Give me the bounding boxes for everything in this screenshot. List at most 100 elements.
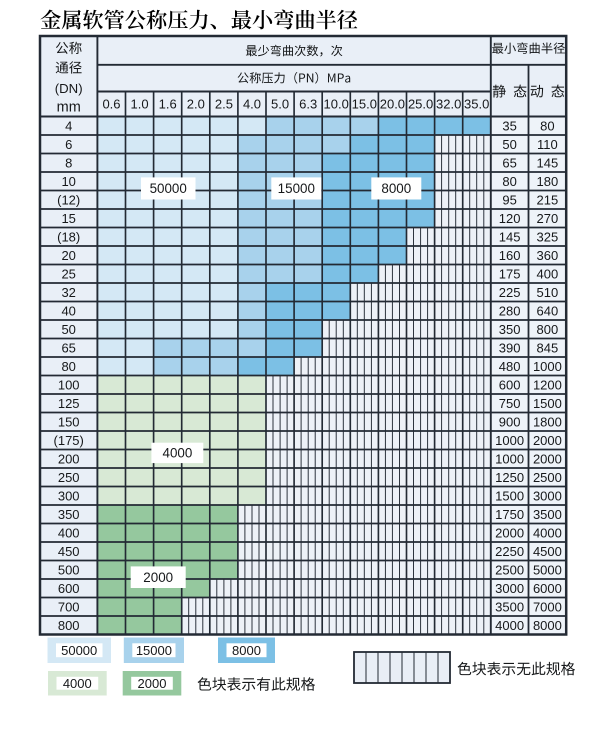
svg-text:80: 80 [502, 174, 516, 189]
svg-text:8000: 8000 [232, 643, 261, 658]
svg-text:100: 100 [58, 377, 80, 392]
svg-text:175: 175 [499, 266, 521, 281]
svg-text:400: 400 [58, 525, 80, 540]
svg-text:110: 110 [537, 137, 558, 152]
svg-text:150: 150 [58, 414, 80, 429]
svg-text:35: 35 [502, 118, 516, 133]
svg-text:20: 20 [61, 248, 75, 263]
svg-text:2000: 2000 [533, 451, 562, 466]
svg-text:350: 350 [499, 322, 521, 337]
svg-text:845: 845 [537, 340, 559, 355]
svg-text:1500: 1500 [495, 488, 524, 503]
svg-text:350: 350 [58, 507, 80, 522]
svg-text:65: 65 [502, 155, 516, 170]
svg-text:700: 700 [58, 599, 80, 614]
svg-text:1250: 1250 [495, 470, 524, 485]
svg-text:640: 640 [537, 303, 559, 318]
svg-text:25: 25 [61, 266, 75, 281]
svg-text:280: 280 [499, 303, 521, 318]
svg-text:8000: 8000 [533, 618, 562, 633]
svg-text:15000: 15000 [136, 643, 172, 658]
svg-text:(DN): (DN) [55, 81, 83, 96]
svg-text:1800: 1800 [533, 414, 562, 429]
svg-text:325: 325 [537, 229, 559, 244]
svg-text:400: 400 [537, 266, 559, 281]
svg-text:2000: 2000 [138, 676, 167, 691]
svg-text:15: 15 [61, 211, 75, 226]
svg-text:8000: 8000 [381, 181, 411, 196]
svg-text:6: 6 [65, 137, 72, 152]
svg-text:0.6: 0.6 [102, 97, 120, 112]
svg-text:25.0: 25.0 [408, 97, 433, 112]
svg-text:1750: 1750 [495, 507, 524, 522]
svg-text:600: 600 [58, 581, 80, 596]
svg-text:(175): (175) [54, 433, 84, 448]
svg-text:2000: 2000 [533, 433, 562, 448]
svg-text:300: 300 [58, 488, 80, 503]
svg-text:145: 145 [537, 155, 559, 170]
svg-text:8: 8 [65, 155, 72, 170]
svg-text:32.0: 32.0 [436, 97, 461, 112]
svg-text:80: 80 [540, 118, 554, 133]
svg-text:510: 510 [537, 285, 559, 300]
svg-text:3500: 3500 [533, 507, 562, 522]
svg-text:4: 4 [65, 118, 72, 133]
svg-text:95: 95 [502, 192, 516, 207]
svg-text:7000: 7000 [533, 599, 562, 614]
svg-text:250: 250 [58, 470, 80, 485]
svg-text:500: 500 [58, 562, 80, 577]
svg-text:900: 900 [499, 414, 521, 429]
svg-text:50: 50 [61, 322, 75, 337]
svg-text:5000: 5000 [533, 562, 562, 577]
svg-text:3000: 3000 [495, 581, 524, 596]
svg-text:(12): (12) [57, 192, 80, 207]
svg-text:1000: 1000 [495, 451, 524, 466]
svg-text:750: 750 [499, 396, 521, 411]
svg-text:125: 125 [58, 396, 80, 411]
svg-text:215: 215 [537, 192, 559, 207]
svg-text:3500: 3500 [495, 599, 524, 614]
svg-text:65: 65 [61, 340, 75, 355]
svg-text:800: 800 [58, 618, 80, 633]
svg-text:450: 450 [58, 544, 80, 559]
svg-text:4.0: 4.0 [243, 97, 261, 112]
svg-text:50000: 50000 [61, 643, 97, 658]
svg-text:15.0: 15.0 [352, 97, 377, 112]
svg-text:1000: 1000 [495, 433, 524, 448]
svg-text:2250: 2250 [495, 544, 524, 559]
svg-text:2.0: 2.0 [187, 97, 205, 112]
svg-text:35.0: 35.0 [464, 97, 489, 112]
svg-text:32: 32 [61, 285, 75, 300]
svg-text:50000: 50000 [150, 181, 187, 196]
svg-text:4500: 4500 [533, 544, 562, 559]
svg-text:180: 180 [537, 174, 559, 189]
svg-text:1.0: 1.0 [131, 97, 149, 112]
svg-text:2500: 2500 [533, 470, 562, 485]
svg-text:145: 145 [499, 229, 521, 244]
svg-text:80: 80 [61, 359, 75, 374]
svg-text:20.0: 20.0 [380, 97, 405, 112]
svg-text:5.0: 5.0 [271, 97, 289, 112]
svg-text:2500: 2500 [495, 562, 524, 577]
svg-text:10.0: 10.0 [324, 97, 349, 112]
svg-text:10: 10 [61, 174, 75, 189]
svg-text:6000: 6000 [533, 581, 562, 596]
svg-text:40: 40 [61, 303, 75, 318]
svg-text:1500: 1500 [533, 396, 562, 411]
svg-text:800: 800 [537, 322, 559, 337]
svg-text:3000: 3000 [533, 488, 562, 503]
svg-text:2000: 2000 [143, 570, 173, 585]
svg-text:390: 390 [499, 340, 521, 355]
svg-text:(18): (18) [57, 229, 80, 244]
svg-text:mm: mm [57, 100, 81, 116]
svg-text:15000: 15000 [278, 181, 315, 196]
svg-text:1000: 1000 [533, 359, 562, 374]
svg-text:160: 160 [499, 248, 521, 263]
svg-text:4000: 4000 [163, 446, 193, 461]
svg-text:4000: 4000 [495, 618, 524, 633]
svg-text:4000: 4000 [63, 676, 92, 691]
svg-text:270: 270 [537, 211, 559, 226]
svg-text:1.6: 1.6 [159, 97, 177, 112]
svg-text:200: 200 [58, 451, 80, 466]
svg-text:1200: 1200 [533, 377, 562, 392]
